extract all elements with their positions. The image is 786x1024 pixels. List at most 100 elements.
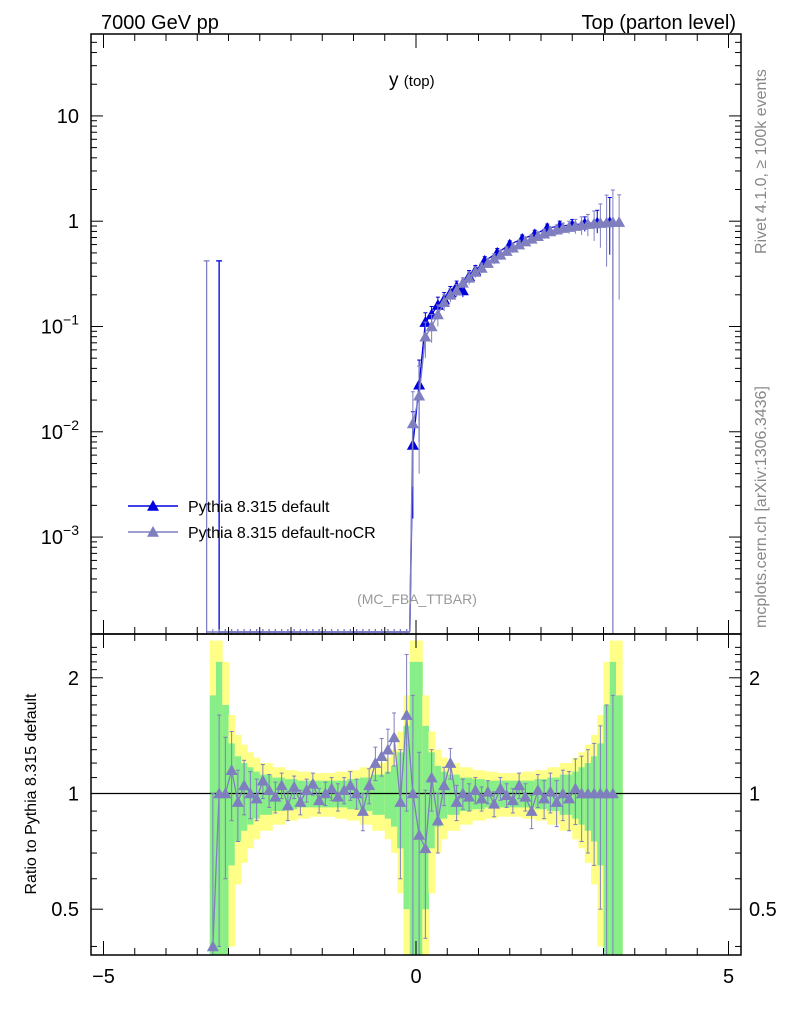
ratio-y-tick-label: 1	[68, 783, 79, 805]
y-tick-label: 10	[57, 106, 79, 128]
plot-title: y (top)	[389, 70, 435, 91]
data-point	[419, 330, 432, 342]
x-tick-label: 0	[410, 966, 421, 988]
ratio-point	[456, 787, 469, 799]
legend-label: Pythia 8.315 default-noCR	[188, 525, 376, 542]
ratio-point	[363, 779, 376, 791]
ratio-point	[219, 787, 232, 799]
data-point	[406, 417, 419, 429]
ratio-point	[519, 790, 532, 802]
mcplots-label: mcplots.cern.ch [arXiv:1306.3436]	[753, 386, 770, 628]
sidebar-labels: Rivet 4.1.0, ≥ 100k events mcplots.cern.…	[753, 69, 770, 628]
ratio-y-tick-label-right: 2	[749, 668, 760, 690]
ratio-y-tick-label-right: 1	[749, 783, 760, 805]
data-point	[463, 271, 476, 283]
series-default	[406, 196, 616, 633]
ratio-point	[450, 796, 463, 807]
ratio-point	[231, 796, 244, 807]
data-point	[488, 252, 501, 264]
ratio-point	[525, 805, 538, 816]
green-band	[616, 695, 623, 955]
data-point	[419, 316, 432, 327]
x-tick-label: −5	[92, 966, 115, 988]
data-point	[425, 320, 438, 332]
ratio-point	[494, 782, 507, 794]
data-point	[438, 296, 451, 308]
ratio-point	[294, 796, 307, 807]
energy-label: 7000 GeV pp	[101, 12, 219, 34]
ratio-point	[475, 792, 488, 804]
data-point	[475, 261, 488, 273]
data-point	[613, 216, 626, 227]
ratio-y-tick-label: 0.5	[51, 899, 79, 921]
ratio-point	[206, 940, 219, 952]
y-tick-label: 10−3	[41, 522, 79, 549]
ratio-point	[488, 797, 501, 809]
legend: Pythia 8.315 default Pythia 8.315 default…	[128, 499, 376, 542]
ratio-point	[338, 784, 351, 795]
data-point	[450, 284, 463, 296]
ratio-point	[319, 787, 332, 799]
ratio-point	[394, 796, 407, 807]
ratio-point	[538, 792, 551, 804]
main-plot: 10 1 10−1 10−2 10−3 y (top) (MC_FBA_TTBAR) P…	[41, 33, 742, 635]
legend-label: Pythia 8.315 default	[188, 499, 330, 516]
ratio-point	[550, 796, 563, 807]
ratio-point	[388, 731, 401, 743]
data-point	[431, 308, 444, 320]
ratio-point	[225, 764, 238, 775]
ratio-point	[425, 771, 438, 783]
ratio-point	[300, 784, 313, 795]
ratio-point	[563, 792, 576, 804]
data-point	[481, 257, 494, 268]
ratio-point	[406, 787, 419, 799]
ratio-point	[506, 794, 519, 806]
data-point	[456, 276, 469, 288]
ratio-point	[375, 750, 388, 762]
ratio-point	[569, 782, 582, 794]
ratio-point	[238, 779, 251, 791]
ratio-point	[369, 757, 382, 768]
data-point	[469, 265, 482, 277]
ratio-point	[531, 784, 544, 795]
ratio-point	[381, 743, 394, 755]
data-point	[413, 389, 426, 401]
ratio-point	[344, 779, 357, 791]
ratio-point	[606, 787, 619, 799]
ratio-point	[556, 787, 569, 799]
ratio-point	[350, 787, 363, 799]
data-point	[500, 245, 513, 256]
ratio-point	[431, 814, 444, 826]
ratio-point	[281, 799, 294, 811]
ratio-point	[356, 805, 369, 816]
ratio-y-tick-label-right: 0.5	[749, 899, 777, 921]
y-tick-label: 10−2	[41, 417, 79, 444]
ratio-y-tick-label: 2	[68, 668, 79, 690]
green-band	[384, 771, 392, 819]
y-tick-label: 1	[68, 211, 79, 233]
x-tick-label: 5	[723, 966, 734, 988]
ratio-point	[469, 784, 482, 795]
data-point	[506, 241, 519, 253]
ratio-point	[463, 790, 476, 802]
ratio-ylabel: Ratio to Pythia 8.315 default	[23, 693, 40, 895]
ratio-point	[400, 709, 413, 720]
ratio-point	[331, 790, 344, 802]
ratio-point	[288, 780, 301, 792]
rise-line	[409, 423, 414, 633]
series-nocr	[406, 189, 626, 634]
ratio-point	[500, 789, 513, 800]
ratio-point	[244, 787, 257, 799]
ratio-point	[419, 842, 432, 854]
ratio-point	[263, 784, 276, 795]
process-label: Top (parton level)	[581, 12, 736, 34]
data-point	[444, 288, 457, 300]
ratio-point	[256, 774, 269, 786]
data-point	[519, 235, 532, 247]
ratio-point	[481, 785, 494, 797]
ratio-point	[325, 782, 338, 794]
ratio-point	[275, 779, 288, 791]
ratio-point	[438, 779, 451, 791]
ratio-point	[413, 828, 426, 840]
